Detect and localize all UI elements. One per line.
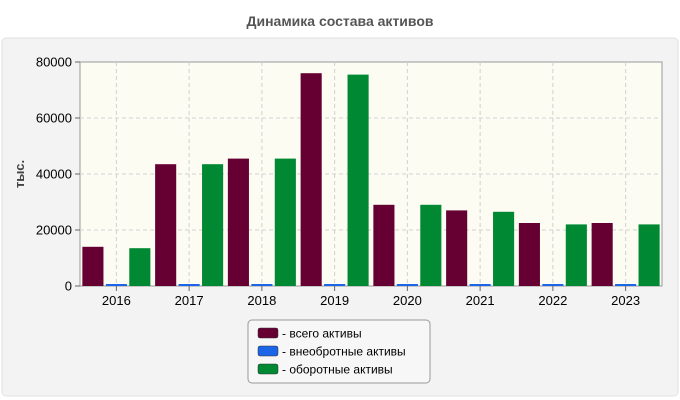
x-tick-label: 2018 (247, 293, 276, 308)
bar-series-3 (129, 248, 151, 286)
x-tick-label: 2023 (611, 293, 640, 308)
x-tick-label: 2016 (102, 293, 131, 308)
legend-label-2: - внеобротные активы (282, 345, 406, 359)
bar-series-1 (446, 210, 468, 286)
bar-series-2 (324, 284, 346, 286)
bar-series-1 (82, 246, 104, 286)
bar-series-2 (178, 284, 200, 286)
legend-box (247, 319, 431, 384)
bar-series-1 (155, 164, 177, 286)
bar-series-3 (565, 224, 587, 286)
legend-swatch-1 (257, 327, 279, 339)
y-tick-label: 40000 (36, 167, 72, 182)
x-tick-label: 2020 (393, 293, 422, 308)
y-tick-label: 60000 (36, 111, 72, 126)
bar-series-3 (493, 211, 515, 286)
bar-series-2 (251, 284, 273, 286)
bar-series-1 (373, 204, 395, 286)
bar-series-3 (202, 164, 224, 286)
y-tick-label: 20000 (36, 223, 72, 238)
legend-swatch-3 (257, 363, 279, 375)
legend-label-3: - оборотные активы (282, 363, 393, 377)
y-axis-label: тыс. (12, 160, 27, 188)
y-tick-label: 80000 (36, 55, 72, 70)
x-axis-ticks: 2016 2017 2018 2019 2020 2021 2022 2023 (102, 286, 640, 308)
x-tick-label: 2019 (320, 293, 349, 308)
x-tick-label: 2021 (466, 293, 495, 308)
bar-series-3 (420, 204, 442, 286)
bar-series-2 (105, 284, 127, 286)
legend-swatch-2 (257, 345, 279, 357)
y-tick-label: 0 (65, 279, 72, 294)
bar-series-3 (274, 158, 296, 286)
y-axis-ticks: 0 20000 40000 60000 80000 (36, 55, 80, 294)
bar-series-2 (396, 284, 418, 286)
bar-series-2 (615, 284, 637, 286)
bar-series-2 (542, 284, 564, 286)
bar-series-1 (591, 223, 613, 286)
bars-layer (82, 73, 660, 286)
legend: - всего активы - внеобротные активы - обор… (247, 319, 431, 384)
bar-series-1 (518, 223, 540, 286)
bar-series-3 (638, 224, 660, 286)
bar-series-1 (300, 73, 322, 286)
bar-series-1 (227, 158, 249, 286)
legend-label-1: - всего активы (282, 327, 362, 341)
grid-layer (80, 62, 662, 286)
bar-series-2 (469, 284, 491, 286)
x-tick-label: 2017 (175, 293, 204, 308)
chart-title: Динамика состава активов (247, 13, 434, 29)
x-tick-label: 2022 (538, 293, 567, 308)
bar-series-3 (347, 74, 369, 286)
